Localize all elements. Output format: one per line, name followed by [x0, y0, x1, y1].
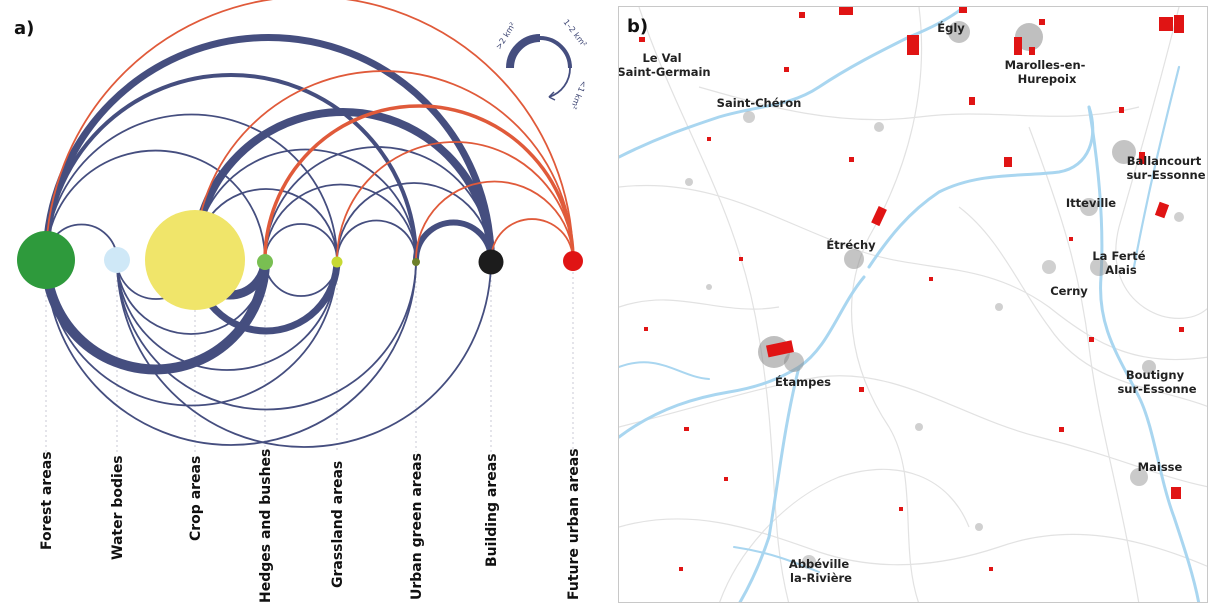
- arc-building-future-urban: [490, 218, 574, 261]
- town-boutigny-line-1: Boutigny: [1126, 368, 1185, 382]
- arc-low-water-urban-green: [116, 259, 417, 411]
- future-urban-patches: [639, 7, 1184, 571]
- arc-low-water-building: [116, 259, 492, 448]
- town-abbeville-line-2: la-Rivière: [790, 571, 852, 585]
- town-boutigny-line-2: sur-Essonne: [1117, 382, 1196, 396]
- panel-b-map: b) Égly Le Val Saint-Germain Marolles-en…: [618, 6, 1208, 603]
- town-ballancourt-line-2: sur-Essonne: [1126, 168, 1205, 182]
- town-saint-cheron-line-1: Saint-Chéron: [717, 96, 802, 110]
- node-water-bodies: [104, 247, 130, 273]
- legend-label-medium: 1–2 km²: [561, 18, 588, 49]
- node-future-urban-areas: [563, 251, 583, 271]
- town-maisse-line-1: Maisse: [1138, 460, 1183, 474]
- arc-forest-future-urban: [45, 0, 574, 261]
- node-urban-green-areas: [412, 258, 420, 266]
- town-maisse: Maisse: [1138, 460, 1183, 474]
- arc-hedges-building: [264, 146, 492, 261]
- town-le-val-saint-germain: Le Val Saint-Germain: [619, 51, 711, 79]
- arc-diagram: a): [14, 0, 588, 603]
- node-forest-areas: [17, 231, 75, 289]
- node-grassland-areas: [331, 256, 343, 268]
- town-etrechy-line-1: Étréchy: [826, 237, 876, 252]
- arc-width-legend: >2 km² 1–2 km² <1 km²: [494, 18, 588, 111]
- town-ballancourt-sur-essonne: Ballancourt sur-Essonne: [1126, 154, 1205, 182]
- arc-low-water-hedges: [116, 259, 266, 335]
- arc-crop-building: [191, 108, 495, 264]
- arc-grassland-future-urban: [336, 141, 574, 261]
- river-network: [619, 7, 1201, 602]
- arc-urban-green-future-urban: [415, 180, 574, 261]
- arc-urban-green-building: [413, 219, 494, 263]
- label-water-bodies: Water bodies: [110, 455, 126, 560]
- town-egly-line-1: Égly: [937, 20, 965, 35]
- arc-grassland-urban-green: [336, 219, 417, 261]
- town-la-ferte-alais-line-1: La Ferté: [1092, 249, 1145, 263]
- town-la-ferte-alais-line-2: Alais: [1105, 263, 1137, 277]
- town-etampes-line-1: Étampes: [775, 374, 831, 389]
- node-hedges-and-bushes: [257, 254, 273, 270]
- town-marolles-line-2: Hurepoix: [1018, 72, 1077, 86]
- panel-b-letter: b): [627, 16, 648, 37]
- town-abbeville-la-riviere: Abbéville la-Rivière: [789, 557, 853, 585]
- arc-forest-building: [42, 34, 495, 264]
- node-building-areas: [478, 249, 504, 275]
- legend-arrow-icon: [548, 91, 556, 101]
- panel-a-arc-diagram: a): [14, 0, 588, 603]
- label-forest-areas: Forest areas: [39, 451, 55, 550]
- town-etrechy: Étréchy: [826, 237, 876, 252]
- legend-label-small: <1 km²: [569, 79, 589, 110]
- town-boutigny-sur-essonne: Boutigny sur-Essonne: [1117, 368, 1196, 396]
- arc-crop-urban-green: [194, 148, 417, 261]
- town-egly: Égly: [937, 20, 965, 35]
- town-cerny-line-1: Cerny: [1050, 284, 1088, 298]
- town-cerny: Cerny: [1050, 284, 1088, 298]
- town-itteville-line-1: Itteville: [1066, 196, 1116, 210]
- arc-crop-future-urban: [194, 70, 574, 261]
- arc-low-water-grassland: [116, 259, 338, 371]
- town-le-val-saint-germain-line-2: Saint-Germain: [619, 65, 711, 79]
- arc-forest-urban-green: [44, 73, 418, 262]
- town-itteville: Itteville: [1066, 196, 1116, 210]
- arc-forest-hedges: [45, 149, 266, 261]
- arc-forest-grassland: [45, 113, 338, 261]
- legend-arc-large: [506, 34, 541, 69]
- label-crop-areas: Crop areas: [188, 456, 204, 541]
- label-grassland-areas: Grassland areas: [330, 461, 346, 588]
- town-marolles-en-hurepoix: Marolles-en- Hurepoix: [1005, 58, 1090, 86]
- arc-low-forest-urban-green: [45, 259, 417, 446]
- arc-hedges-urban-green: [264, 183, 417, 261]
- node-crop-areas: [145, 210, 245, 310]
- arc-low-forest-grassland: [45, 259, 338, 407]
- town-le-val-saint-germain-line-1: Le Val: [642, 51, 681, 65]
- panel-a-letter: a): [14, 18, 34, 39]
- town-abbeville-line-1: Abbéville: [789, 557, 849, 571]
- arc-low-forest-hedges: [41, 255, 270, 375]
- road-network: [619, 7, 1207, 602]
- arc-hedges-grassland: [264, 223, 338, 261]
- label-building-areas: Building areas: [484, 453, 500, 567]
- arc-grassland-building: [336, 182, 492, 261]
- town-saint-cheron: Saint-Chéron: [717, 96, 802, 110]
- label-future-urban-areas: Future urban areas: [566, 448, 582, 600]
- town-la-ferte-alais: La Ferté Alais: [1092, 249, 1149, 277]
- arc-hedges-future-urban: [263, 104, 575, 262]
- land-use-map: b) Égly Le Val Saint-Germain Marolles-en…: [619, 7, 1207, 602]
- arc-low-hedges-grassland: [264, 259, 338, 297]
- town-marolles-line-1: Marolles-en-: [1005, 58, 1086, 72]
- label-urban-green-areas: Urban green areas: [409, 453, 425, 600]
- legend-arc-medium: [539, 36, 572, 69]
- town-ballancourt-line-1: Ballancourt: [1127, 154, 1202, 168]
- town-etampes: Étampes: [775, 374, 831, 389]
- legend-arc-small: [548, 67, 571, 98]
- label-hedges-and-bushes: Hedges and bushes: [258, 449, 274, 603]
